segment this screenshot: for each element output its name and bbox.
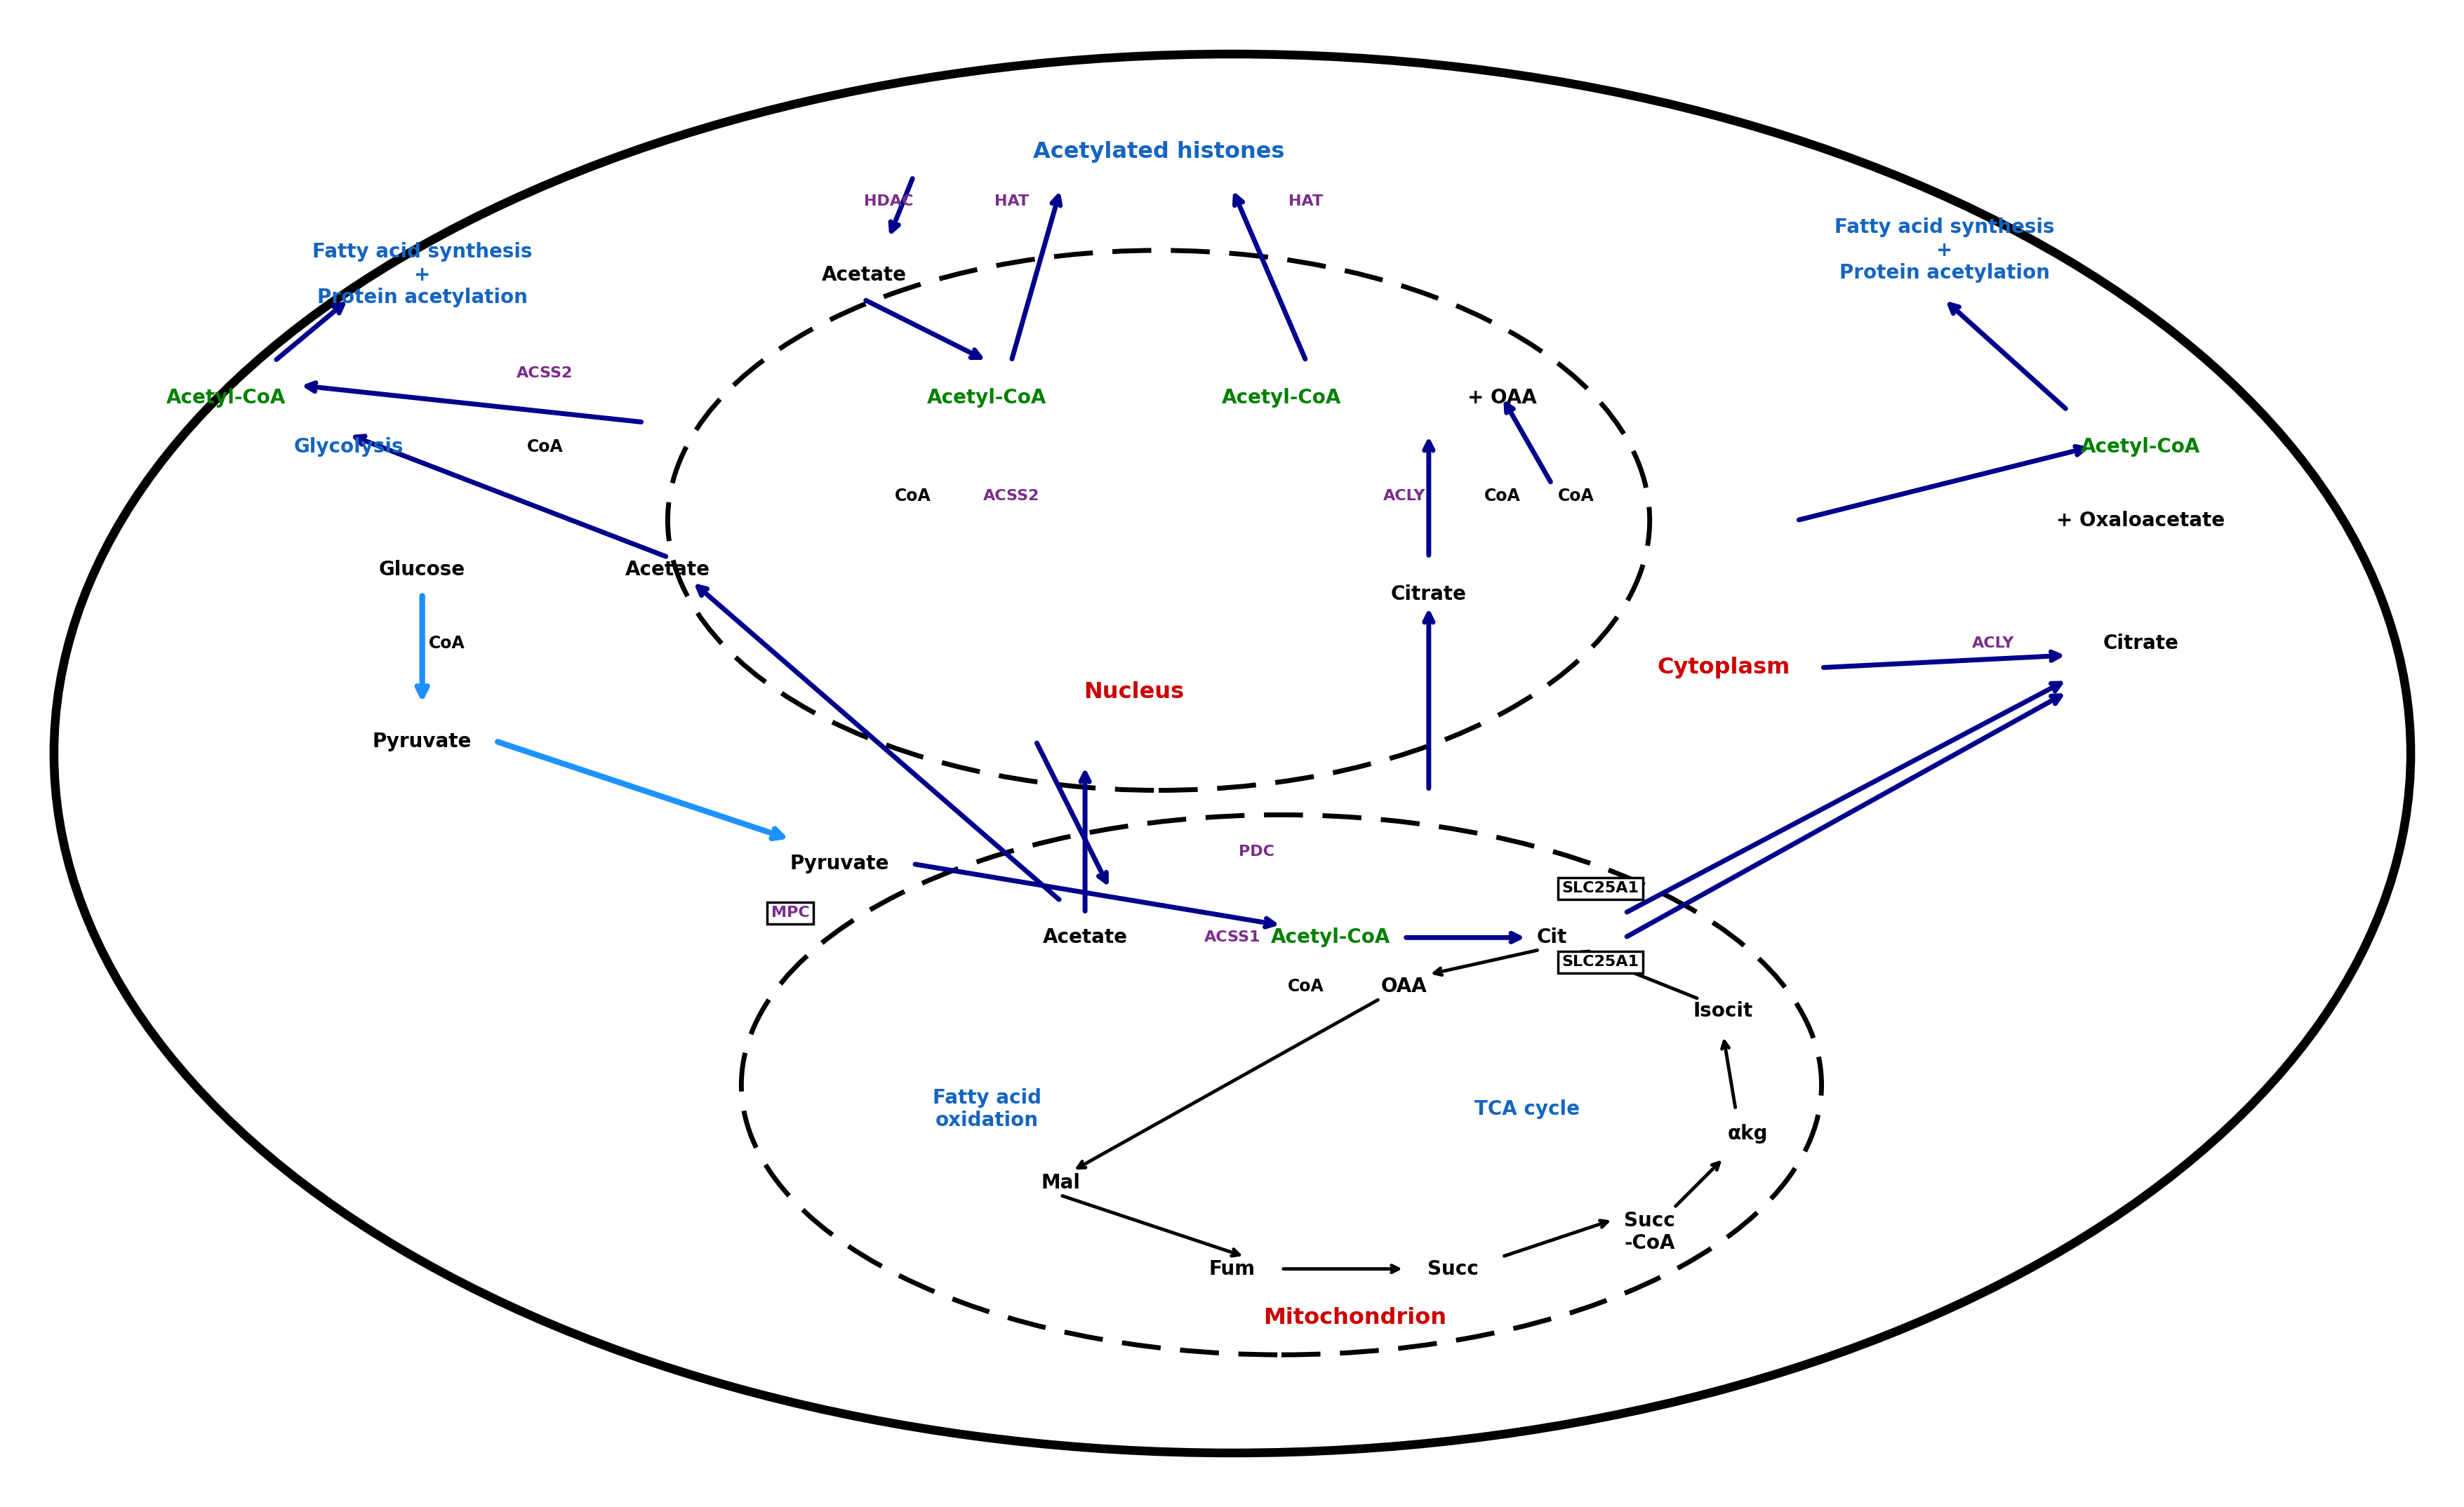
Text: Succ: Succ	[1427, 1258, 1478, 1279]
Text: ACLY: ACLY	[1382, 488, 1424, 503]
Text: Glucose: Glucose	[379, 559, 466, 579]
Text: Pyruvate: Pyruvate	[791, 854, 890, 874]
Text: Acetyl-CoA: Acetyl-CoA	[926, 387, 1047, 407]
Text: CoA: CoA	[1483, 487, 1520, 505]
Text: Acetate: Acetate	[821, 265, 907, 285]
Text: + Oxaloacetate: + Oxaloacetate	[2055, 511, 2225, 530]
Text: OAA: OAA	[1380, 977, 1427, 996]
Text: Acetate: Acetate	[1042, 928, 1126, 948]
Text: Pyruvate: Pyruvate	[372, 731, 471, 750]
Text: ACSS2: ACSS2	[983, 488, 1040, 503]
Text: ACSS1: ACSS1	[1205, 930, 1259, 945]
Text: Fatty acid synthesis
+
Protein acetylation: Fatty acid synthesis + Protein acetylati…	[1833, 219, 2053, 283]
Text: αkg: αkg	[1727, 1124, 1767, 1144]
Text: MPC: MPC	[771, 906, 811, 921]
Text: HAT: HAT	[993, 194, 1027, 208]
Text: SLC25A1: SLC25A1	[1562, 955, 1639, 969]
Text: Glycolysis: Glycolysis	[293, 437, 404, 457]
Text: CoA: CoA	[429, 634, 466, 651]
Text: Acetyl-CoA: Acetyl-CoA	[1222, 387, 1340, 407]
Text: HAT: HAT	[1289, 194, 1323, 208]
Text: Acetate: Acetate	[626, 559, 710, 579]
Text: Cytoplasm: Cytoplasm	[1656, 657, 1789, 678]
Text: ACSS2: ACSS2	[517, 366, 574, 380]
Text: Fum: Fum	[1210, 1258, 1254, 1279]
Text: Citrate: Citrate	[1390, 585, 1466, 604]
Text: SLC25A1: SLC25A1	[1562, 882, 1639, 895]
Text: Fatty acid synthesis
+
Protein acetylation: Fatty acid synthesis + Protein acetylati…	[313, 243, 532, 307]
Text: TCA cycle: TCA cycle	[1473, 1100, 1579, 1120]
Text: HDAC: HDAC	[865, 194, 914, 208]
Text: CoA: CoA	[894, 487, 931, 505]
Text: Cit: Cit	[1535, 928, 1567, 948]
Text: PDC: PDC	[1239, 844, 1274, 859]
Text: ACLY: ACLY	[1971, 636, 2013, 650]
Text: Mitochondrion: Mitochondrion	[1264, 1307, 1446, 1329]
Text: Nucleus: Nucleus	[1084, 681, 1185, 704]
Text: Acetylated histones: Acetylated histones	[1032, 142, 1284, 163]
Text: Mal: Mal	[1040, 1172, 1079, 1194]
Text: Fatty acid
oxidation: Fatty acid oxidation	[931, 1088, 1040, 1130]
Text: Acetyl-CoA: Acetyl-CoA	[165, 387, 286, 407]
Text: Isocit: Isocit	[1693, 1001, 1752, 1022]
Text: + OAA: + OAA	[1469, 387, 1538, 407]
Text: Citrate: Citrate	[2102, 633, 2178, 653]
Text: CoA: CoA	[1289, 978, 1323, 995]
Text: Succ
-CoA: Succ -CoA	[1624, 1212, 1676, 1254]
Text: CoA: CoA	[527, 439, 562, 455]
Text: Acetyl-CoA: Acetyl-CoA	[1271, 928, 1390, 948]
Text: CoA: CoA	[1557, 487, 1594, 505]
Text: Acetyl-CoA: Acetyl-CoA	[2080, 437, 2200, 457]
